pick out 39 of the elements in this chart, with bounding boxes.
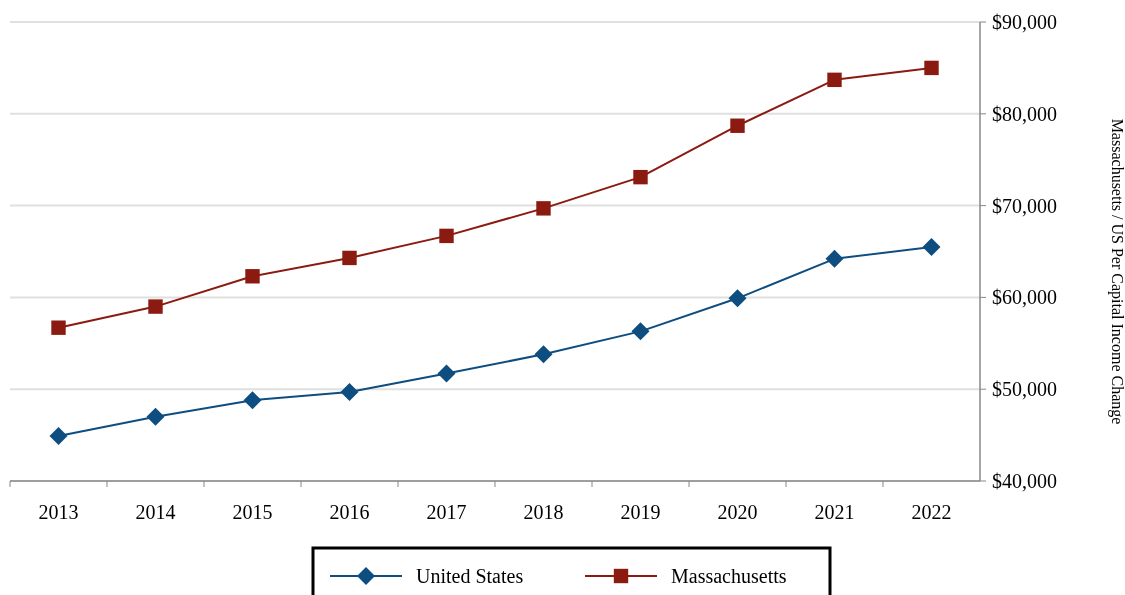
point: [340, 382, 359, 401]
x-tick-label: 2015: [232, 501, 273, 523]
y-tick-label: $60,000: [992, 286, 1057, 309]
y-tick-label: $50,000: [992, 378, 1057, 401]
point: [633, 169, 648, 185]
point: [827, 72, 842, 88]
x-tick-label: 2016: [329, 501, 370, 523]
x-tick-label: 2018: [523, 501, 564, 523]
point: [825, 249, 844, 268]
point: [534, 345, 553, 364]
y-tick-label: $90,000: [992, 11, 1057, 33]
point: [439, 228, 454, 244]
point: [148, 299, 163, 314]
point: [728, 289, 747, 308]
point: [51, 320, 66, 335]
point: [437, 364, 456, 383]
y-tick-label: $80,000: [992, 102, 1057, 125]
x-tick-label: 2020: [717, 501, 758, 523]
point: [924, 60, 939, 76]
point: [536, 201, 551, 216]
point: [49, 427, 68, 446]
x-tick-label: 2022: [911, 501, 952, 523]
legend-label: United States: [416, 565, 524, 587]
x-tick-label: 2014: [135, 501, 176, 523]
x-tick-label: 2013: [38, 501, 79, 523]
y-tick-label: $70,000: [992, 194, 1057, 217]
point: [631, 322, 650, 341]
point: [243, 391, 262, 410]
x-tick-label: 2019: [620, 501, 661, 523]
point: [146, 407, 165, 426]
point: [342, 250, 357, 266]
y2-axis-title: Massachusetts / US Per Capital Income Change: [1108, 118, 1125, 425]
point: [922, 237, 941, 256]
x-tick-label: 2017: [426, 501, 467, 523]
y-tick-label: $40,000: [992, 470, 1057, 492]
point: [730, 118, 745, 133]
point: [245, 269, 260, 284]
legend-label: Massachusetts: [671, 565, 787, 587]
x-tick-label: 2021: [814, 501, 855, 523]
